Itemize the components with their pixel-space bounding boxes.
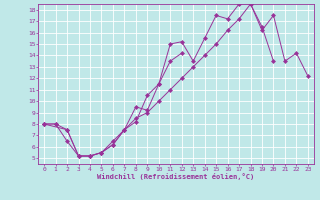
X-axis label: Windchill (Refroidissement éolien,°C): Windchill (Refroidissement éolien,°C)	[97, 173, 255, 180]
